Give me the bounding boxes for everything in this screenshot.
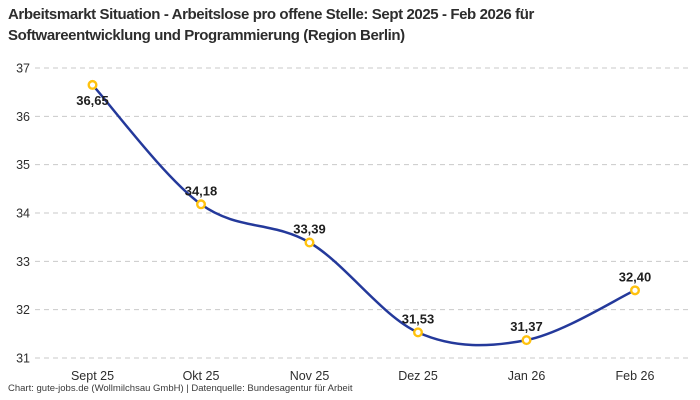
data-point-marker	[413, 327, 424, 338]
x-axis-tick-label: Nov 25	[290, 369, 330, 383]
x-axis-tick-label: Feb 26	[616, 369, 655, 383]
data-point-marker	[304, 237, 315, 248]
data-point-marker	[521, 335, 532, 346]
data-point-label: 33,39	[293, 221, 326, 236]
x-axis-tick-label: Dez 25	[398, 369, 438, 383]
y-axis-tick-label: 37	[16, 62, 30, 76]
data-point-marker	[630, 285, 641, 296]
data-point-label: 31,53	[402, 311, 435, 326]
data-point-marker	[87, 79, 98, 90]
x-axis-tick-label: Jan 26	[508, 369, 546, 383]
y-axis-tick-label: 35	[16, 158, 30, 172]
data-point-label: 31,37	[510, 319, 543, 334]
x-axis-tick-label: Okt 25	[183, 369, 220, 383]
chart-source-footer: Chart: gute-jobs.de (Wollmilchsau GmbH) …	[8, 383, 353, 394]
y-axis-tick-label: 32	[16, 303, 30, 317]
data-series-line	[91, 83, 637, 347]
y-axis-tick-label: 33	[16, 255, 30, 269]
data-point-label: 36,65	[76, 93, 109, 108]
x-axis-tick-label: Sept 25	[71, 369, 114, 383]
y-axis-tick-label: 34	[16, 206, 30, 220]
y-axis-tick-label: 36	[16, 110, 30, 124]
y-axis-tick-label: 31	[16, 351, 30, 365]
data-point-marker	[195, 199, 206, 210]
data-point-label: 32,40	[619, 269, 652, 284]
chart-title: Arbeitsmarkt Situation - Arbeitslose pro…	[8, 6, 534, 44]
data-point-label: 34,18	[185, 183, 218, 198]
